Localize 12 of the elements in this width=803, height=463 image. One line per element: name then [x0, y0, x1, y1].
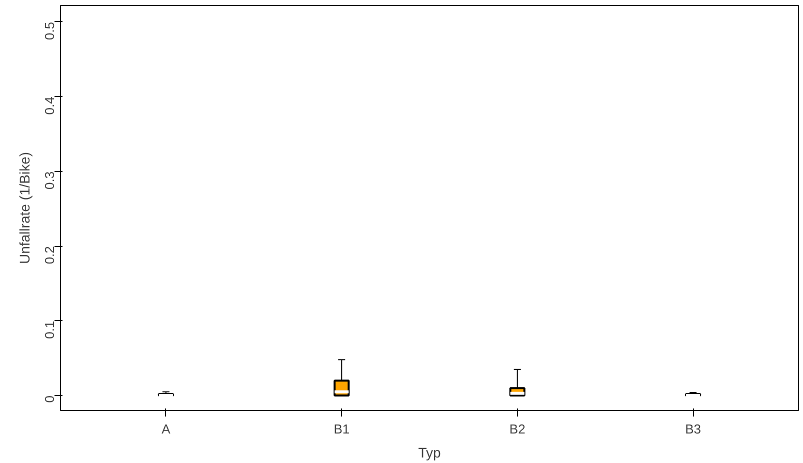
x-tick-label: B1 [334, 422, 350, 436]
x-tick-label: B3 [685, 422, 702, 436]
y-tick-label: 0.5 [42, 22, 57, 40]
x-axis-title: Typ [418, 444, 441, 460]
x-tick-label: B2 [509, 422, 526, 436]
y-tick-label: 0 [42, 396, 57, 403]
x-tick-label: A [162, 422, 171, 436]
y-tick-label: 0.1 [42, 320, 57, 339]
y-tick-label: 0.3 [42, 171, 57, 190]
y-tick-label: 0.2 [42, 246, 57, 264]
y-tick-label: 0.4 [42, 96, 57, 115]
y-axis-title: Unfallrate (1/Bike) [16, 152, 32, 264]
